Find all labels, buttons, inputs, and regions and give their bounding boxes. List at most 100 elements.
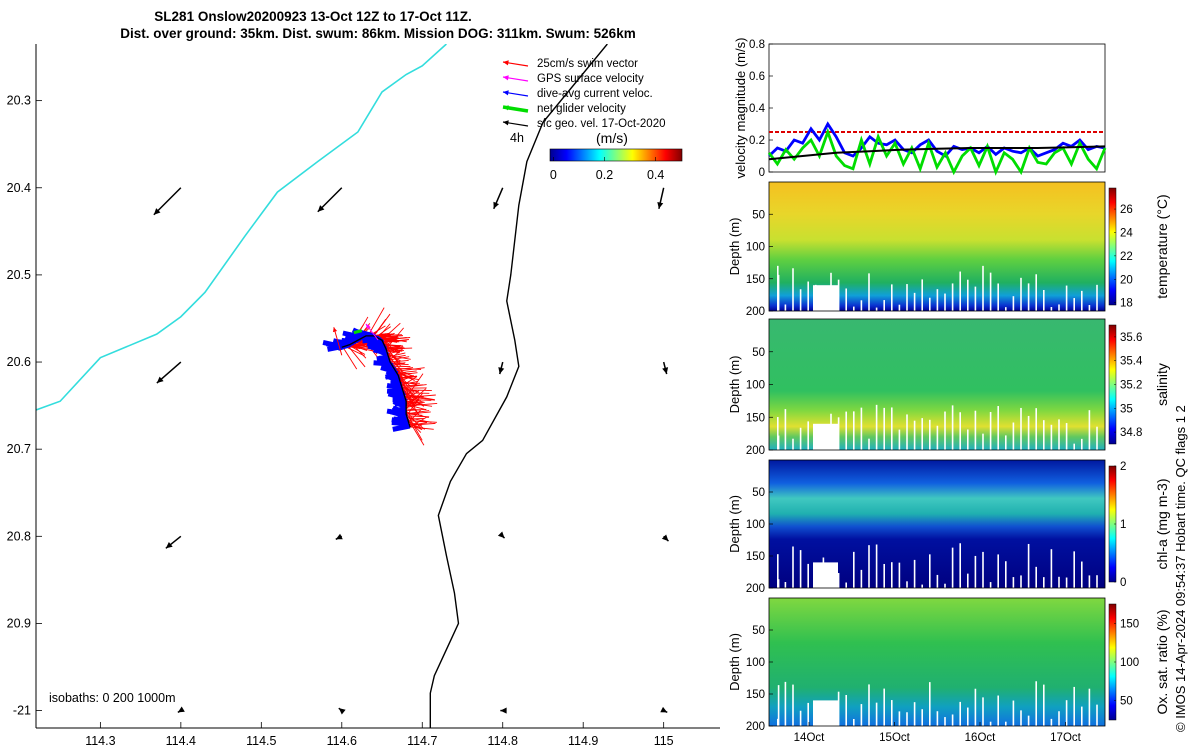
- figure-title-line2: Dist. over ground: 35km. Dist. swum: 86k…: [120, 26, 635, 41]
- swim-vector: [405, 394, 419, 410]
- data-gap: [792, 546, 794, 588]
- data-gap: [921, 584, 923, 588]
- data-gap: [1035, 408, 1037, 450]
- colorbar-tick-label: 35.6: [1120, 332, 1142, 344]
- data-gap: [1058, 304, 1060, 311]
- data-gap: [799, 427, 802, 450]
- geo-vector-arrow-head: [498, 367, 505, 375]
- data-gap: [913, 702, 916, 726]
- data-gap: [959, 701, 961, 726]
- swim-vector: [405, 389, 420, 402]
- colorbar-unit-label: (m/s): [596, 130, 628, 146]
- depth-tick-label: 100: [746, 519, 765, 531]
- geo-vector-arrow-head: [497, 531, 505, 539]
- data-gap: [784, 681, 787, 726]
- colorbar-tick-label: 50: [1120, 696, 1133, 708]
- data-gap: [1096, 426, 1098, 450]
- data-gap-block: [813, 700, 838, 726]
- isobath-1000m-line: [429, 44, 608, 728]
- data-gap: [845, 411, 847, 450]
- data-gap: [936, 425, 939, 450]
- data-gap: [875, 307, 878, 311]
- depth-tick-label: 150: [746, 689, 765, 701]
- geo-vector-arrow-head: [660, 706, 668, 713]
- data-gap: [792, 684, 794, 726]
- legend-swatch-head: [503, 105, 509, 111]
- data-gap: [974, 688, 977, 726]
- data-gap: [1088, 305, 1091, 311]
- velocity-y-tick-label: 0.6: [749, 71, 765, 83]
- data-gap: [1065, 423, 1068, 450]
- depth-tick-label: 100: [746, 242, 765, 254]
- data-gap: [1058, 576, 1060, 588]
- data-gap: [997, 406, 999, 450]
- data-gap: [792, 268, 794, 311]
- data-gap: [921, 709, 923, 726]
- geo-vector-arrow-head: [657, 201, 664, 209]
- depth-tick-label: 50: [752, 487, 765, 499]
- swim-vector: [406, 415, 430, 418]
- depth-tick-label: 150: [746, 551, 765, 563]
- data-gap: [799, 710, 802, 726]
- data-gap: [784, 304, 787, 311]
- data-gap: [860, 704, 863, 726]
- data-gap: [891, 700, 893, 726]
- velocity-y-tick-label: 0.4: [749, 103, 766, 115]
- swim-vector: [367, 307, 385, 337]
- profile-colorbar: [1108, 187, 1117, 306]
- data-gap: [1005, 307, 1007, 311]
- map-panel: 114.3 114.4 114.5 114.6 114.7 114.8 114.9 115 2…: [7, 44, 720, 748]
- swim-vector: [347, 345, 366, 368]
- data-gap: [807, 421, 809, 450]
- data-gap: [1012, 296, 1015, 311]
- data-gap: [1088, 575, 1091, 588]
- geo-vector-arrow-head: [338, 708, 346, 715]
- colorbar-label: temperature (°C): [1154, 194, 1170, 298]
- legend-label: net glider velocity: [537, 103, 626, 115]
- data-gap: [1035, 681, 1037, 726]
- map-y-tick-label: 20.8: [7, 529, 31, 543]
- data-gap: [1073, 686, 1075, 726]
- data-gap: [799, 550, 802, 588]
- depth-tick-label: 200: [746, 445, 765, 457]
- map-y-tick-label: 20.7: [7, 442, 31, 456]
- data-gap: [777, 685, 780, 726]
- depth-tick-label: 50: [752, 625, 765, 637]
- data-gap: [868, 273, 870, 311]
- swim-vector: [406, 411, 431, 415]
- data-gap: [792, 438, 794, 450]
- colorbar-label: salinity: [1154, 363, 1170, 406]
- swim-vector: [389, 347, 405, 361]
- depth-tick-label: 200: [746, 306, 765, 318]
- colorbar-tick-label: 0: [550, 168, 557, 182]
- data-gap: [875, 404, 878, 450]
- velocity-y-tick-label: 0: [759, 167, 765, 179]
- data-gap: [1081, 290, 1083, 311]
- data-gap: [1081, 706, 1083, 726]
- swim-vector: [386, 349, 403, 353]
- data-gap: [883, 563, 885, 588]
- data-gap: [929, 682, 931, 726]
- colorbar-tick-label: 0: [1120, 577, 1126, 589]
- swim-vector: [385, 327, 404, 350]
- map-y-tick-label: 20.5: [7, 268, 31, 282]
- data-gap: [997, 554, 999, 588]
- time-tick-label: 15Oct: [879, 732, 910, 744]
- swim-vector: [408, 420, 437, 423]
- data-gap: [1050, 549, 1053, 588]
- swim-vector: [381, 322, 401, 341]
- swim-vector: [385, 346, 404, 350]
- colorbar-tick-label: 35.4: [1120, 356, 1143, 368]
- depth-tick-label: 150: [746, 274, 765, 286]
- time-tick-label: 17Oct: [1050, 732, 1081, 744]
- gps-vector-head: [365, 323, 371, 329]
- depth-tick-label: 100: [746, 657, 765, 669]
- data-gap: [906, 284, 908, 311]
- data-gap: [967, 573, 969, 588]
- map-colorbar: [549, 148, 683, 162]
- depth-tick-label: 200: [746, 583, 765, 595]
- legend-swatch-head: [503, 60, 509, 66]
- geo-vector-arrow-head: [177, 706, 185, 713]
- velocity-y-tick-label: 0.2: [749, 135, 765, 147]
